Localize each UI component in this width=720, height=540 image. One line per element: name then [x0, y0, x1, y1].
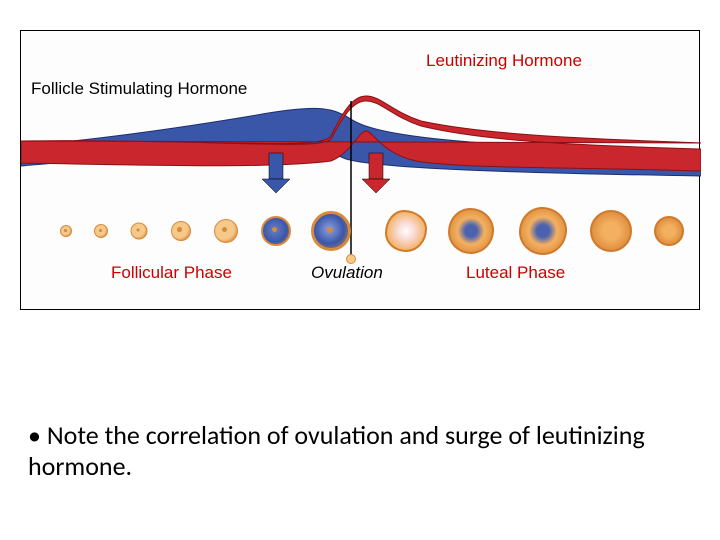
- follicle-growing: [261, 216, 291, 246]
- follicular-phase-label: Follicular Phase: [111, 263, 232, 283]
- follicle-small: [60, 225, 72, 237]
- follicle-cl_late: [590, 210, 632, 252]
- follicle-small: [171, 221, 191, 241]
- follicle-cl: [519, 207, 567, 255]
- follicle-small: [94, 224, 108, 238]
- hormone-diagram: Follicle Stimulating Hormone Leutinizing…: [20, 30, 700, 310]
- bullet-text: Note the correlation of ovulation and su…: [28, 419, 645, 482]
- follicle-cl: [448, 208, 494, 254]
- follicle-ovulated: [346, 254, 356, 264]
- follicle-row: [21, 201, 701, 261]
- luteal-phase-label: Luteal Phase: [466, 263, 565, 283]
- follicle-mature: [311, 211, 351, 251]
- follicle-cl_late: [654, 216, 684, 246]
- follicle-small: [131, 223, 148, 240]
- follicle-cl_early: [385, 210, 427, 252]
- bullet-note: Note the correlation of ovulation and su…: [28, 420, 688, 482]
- lh-label: Leutinizing Hormone: [426, 51, 582, 71]
- follicle-small: [214, 219, 238, 243]
- ovulation-label: Ovulation: [311, 263, 383, 283]
